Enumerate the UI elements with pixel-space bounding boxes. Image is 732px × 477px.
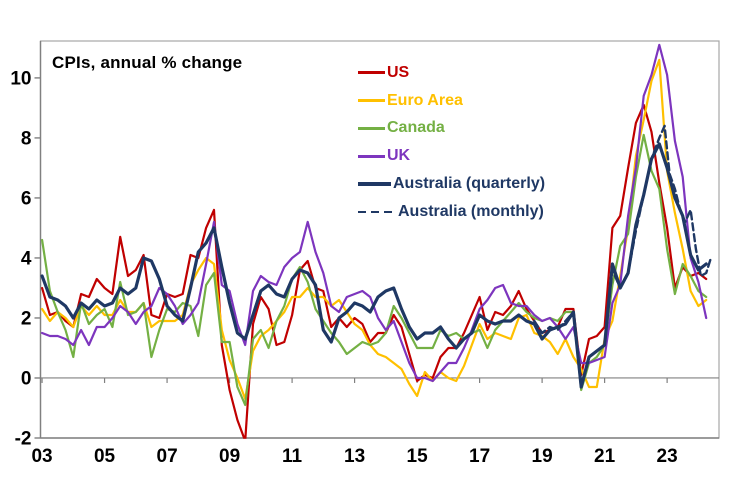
chart-title: CPIs, annual % change: [52, 53, 243, 72]
x-tick-label: 05: [94, 446, 116, 467]
legend-swatch-euro-area: [358, 99, 385, 103]
x-tick-label: 07: [157, 446, 178, 467]
y-tick-label: -2: [15, 429, 32, 450]
legend-label-euro-area: Euro Area: [387, 91, 463, 109]
x-axis-ticks: 03 05 07 09 11 13 15 17 19 21 23: [31, 377, 678, 467]
x-tick-label: 09: [219, 446, 240, 467]
legend-item-euro-area: Euro Area: [358, 87, 545, 115]
legend-label-australia-monthly: Australia (monthly): [398, 202, 544, 220]
legend-label-uk: UK: [387, 147, 411, 165]
series-line-canada: [40, 133, 708, 407]
x-tick-label: 11: [282, 446, 303, 467]
series-line-australia-monthly: [533, 124, 713, 389]
y-tick-label: 6: [21, 188, 32, 209]
x-tick-label: 15: [407, 446, 429, 467]
legend-label-canada: Canada: [387, 119, 445, 137]
y-tick-label: 4: [21, 248, 32, 269]
y-tick-label: 2: [21, 308, 32, 329]
legend-swatch-australia-monthly: [358, 210, 396, 214]
legend-item-uk: UK: [358, 142, 545, 170]
chart-legend: US Euro Area Canada UK Australia (quarterly)…: [358, 59, 545, 226]
series-line-euro-area: [40, 58, 708, 401]
legend-swatch-canada: [358, 126, 385, 130]
x-tick-label: 23: [657, 446, 678, 467]
legend-swatch-australia-quarterly: [358, 182, 391, 186]
legend-swatch-us: [358, 71, 385, 75]
x-tick-label: 17: [469, 446, 490, 467]
y-tick-label: 8: [21, 128, 32, 149]
legend-item-australia-monthly: Australia (monthly): [358, 198, 545, 226]
x-tick-label: 03: [31, 446, 52, 467]
legend-label-us: US: [387, 63, 410, 81]
legend-label-australia-quarterly: Australia (quarterly): [393, 175, 546, 193]
y-axis-ticks: -2 0 2 4 6 8 10: [10, 68, 41, 450]
x-tick-label: 19: [532, 446, 553, 467]
x-tick-label: 13: [344, 446, 365, 467]
legend-item-us: US: [358, 59, 545, 87]
series-line-us: [40, 103, 708, 439]
legend-item-australia-quarterly: Australia (quarterly): [358, 170, 545, 198]
y-tick-label: 10: [10, 68, 31, 89]
legend-swatch-uk: [358, 154, 385, 158]
y-tick-label: 0: [21, 368, 32, 389]
x-tick-label: 21: [594, 446, 616, 467]
legend-item-canada: Canada: [358, 115, 545, 143]
